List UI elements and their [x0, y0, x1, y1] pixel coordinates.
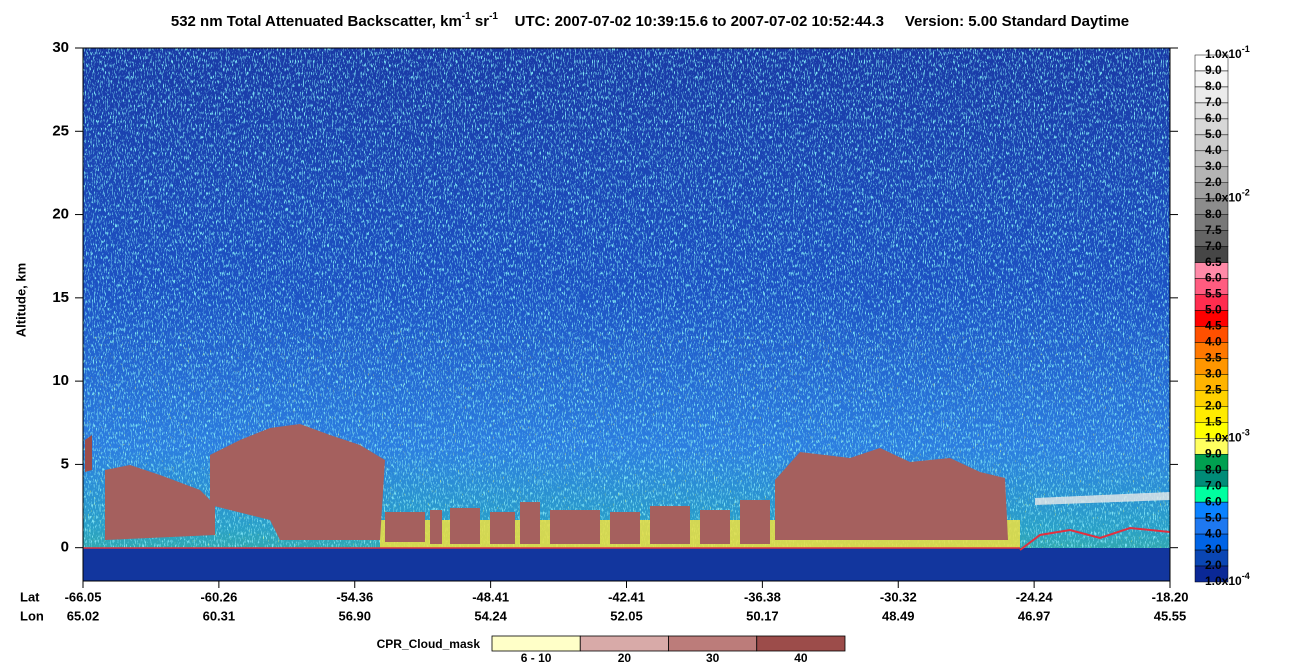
x-tick-label: -66.05 — [65, 589, 102, 604]
cpr-legend-label: 40 — [794, 651, 808, 665]
colorbar-label: 4.0 — [1205, 526, 1222, 540]
colorbar-label: 1.0x10-4 — [1205, 571, 1250, 588]
x-tick-label: 60.31 — [203, 608, 236, 623]
x-tick-label: 65.02 — [67, 608, 100, 623]
cpr-legend-title: CPR_Cloud_mask — [377, 637, 481, 651]
x-tick-label: -36.38 — [744, 589, 781, 604]
colorbar-label: 3.0 — [1205, 159, 1222, 173]
cpr-legend-label: 6 - 10 — [521, 651, 552, 665]
x-tick-label: 46.97 — [1018, 608, 1051, 623]
x-tick-label: -30.32 — [880, 589, 917, 604]
colorbar-bin — [1194, 565, 1229, 583]
colorbar-label: 6.5 — [1205, 255, 1222, 269]
colorbar-label: 3.0 — [1205, 367, 1222, 381]
colorbar-label: 5.5 — [1205, 287, 1222, 301]
colorbar-label: 4.0 — [1205, 335, 1222, 349]
x-tick-label: -18.20 — [1152, 589, 1189, 604]
cpr-legend-box — [668, 635, 758, 652]
colorbar-label: 4.0 — [1205, 143, 1222, 157]
colorbar-label: 4.5 — [1205, 319, 1222, 333]
colorbar-label: 5.0 — [1205, 127, 1222, 141]
y-tick-label: 0 — [61, 539, 69, 556]
colorbar-label-mantissa: 1.0x10 — [1205, 574, 1242, 588]
x-tick-label: -42.41 — [608, 589, 645, 604]
x-tick-label: -24.24 — [1016, 589, 1054, 604]
cpr-legend-label: 20 — [618, 651, 632, 665]
x-tick-label: -54.36 — [336, 589, 373, 604]
colorbar-label-mantissa: 1.0x10 — [1205, 191, 1242, 205]
cloud-mask — [775, 448, 1008, 540]
colorbar-label: 3.5 — [1205, 351, 1222, 365]
x-tick-label: 48.49 — [882, 608, 915, 623]
colorbar-label-mantissa: 1.0x10 — [1205, 47, 1242, 61]
colorbar-label-exponent: -3 — [1242, 428, 1250, 438]
x-tick-label: 50.17 — [746, 608, 779, 623]
colorbar-label: 9.0 — [1205, 63, 1222, 77]
colorbar-label-exponent: -1 — [1242, 44, 1250, 54]
colorbar-label: 8.0 — [1205, 462, 1222, 476]
x-row-label: Lon — [20, 608, 44, 623]
colorbar-label: 6.0 — [1205, 111, 1222, 125]
cloud-mask — [385, 500, 770, 544]
x-row-label: Lat — [20, 589, 40, 604]
cpr-legend-box — [491, 635, 581, 652]
colorbar-label: 9.0 — [1205, 446, 1222, 460]
colorbar-label: 1.5 — [1205, 414, 1222, 428]
cpr-legend-box — [579, 635, 669, 652]
x-tick-label: 45.55 — [1154, 608, 1187, 623]
colorbar-label: 5.0 — [1205, 303, 1222, 317]
chart-title: 532 nm Total Attenuated Backscatter, km-… — [171, 11, 1129, 30]
colorbar-label: 1.0x10-3 — [1205, 428, 1250, 445]
colorbar-label: 2.0 — [1205, 399, 1222, 413]
x-tick-label: 56.90 — [338, 608, 371, 623]
x-tick-label: 54.24 — [474, 608, 507, 623]
y-tick-label: 20 — [52, 206, 69, 223]
colorbar-label: 6.0 — [1205, 271, 1222, 285]
colorbar-label: 7.0 — [1205, 478, 1222, 492]
colorbar-label: 1.0x10-1 — [1205, 44, 1250, 61]
colorbar-label-mantissa: 1.0x10 — [1205, 430, 1242, 444]
colorbar-label: 3.0 — [1205, 542, 1222, 556]
colorbar-label: 5.0 — [1205, 510, 1222, 524]
cpr-legend-label: 30 — [706, 651, 720, 665]
cloud-mask — [210, 424, 385, 540]
colorbar-label: 7.0 — [1205, 239, 1222, 253]
colorbar-label: 1.0x10-2 — [1205, 188, 1250, 205]
colorbar-label-exponent: -2 — [1242, 188, 1250, 198]
y-axis-label: Altitude, km — [13, 263, 28, 337]
y-tick-label: 15 — [52, 289, 69, 306]
y-tick-label: 25 — [52, 122, 69, 139]
colorbar-label: 7.0 — [1205, 95, 1222, 109]
cloud-mask — [105, 465, 215, 540]
cpr-legend-box — [756, 635, 846, 652]
backscatter-image — [83, 48, 1170, 581]
colorbar-label: 8.0 — [1205, 207, 1222, 221]
x-tick-label: 52.05 — [610, 608, 643, 623]
colorbar-label: 6.0 — [1205, 494, 1222, 508]
colorbar-label: 2.0 — [1205, 558, 1222, 572]
colorbar-label: 2.0 — [1205, 175, 1222, 189]
colorbar-label-exponent: -4 — [1242, 571, 1250, 581]
x-tick-label: -60.26 — [200, 589, 237, 604]
colorbar-label: 2.5 — [1205, 383, 1222, 397]
y-tick-label: 10 — [52, 372, 69, 389]
colorbar-label: 8.0 — [1205, 79, 1222, 93]
x-tick-label: -48.41 — [472, 589, 509, 604]
colorbar-label: 7.5 — [1205, 223, 1222, 237]
y-tick-label: 5 — [61, 455, 69, 472]
y-tick-label: 30 — [52, 39, 69, 56]
